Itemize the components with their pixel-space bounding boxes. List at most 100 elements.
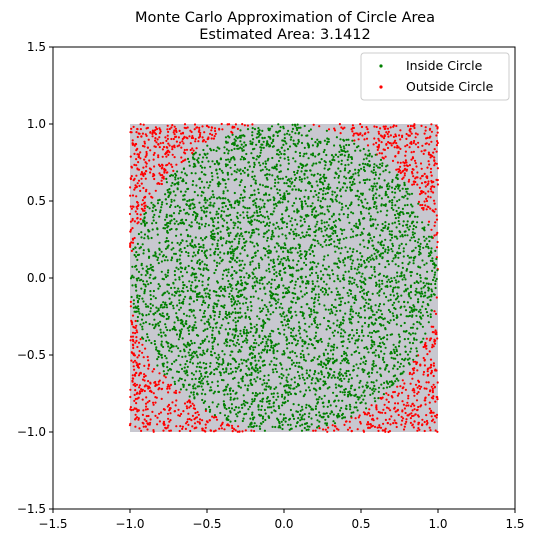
inside-point	[388, 385, 391, 388]
outside-point	[424, 129, 427, 132]
outside-point	[400, 415, 403, 418]
outside-point	[154, 129, 157, 132]
inside-point	[367, 260, 370, 263]
inside-point	[353, 267, 356, 270]
inside-point	[230, 289, 233, 292]
inside-point	[284, 140, 287, 143]
outside-point	[405, 164, 408, 167]
inside-point	[307, 415, 310, 418]
inside-point	[326, 352, 329, 355]
inside-point	[289, 384, 292, 387]
inside-point	[423, 263, 426, 266]
inside-point	[323, 316, 326, 320]
inside-point	[160, 250, 163, 253]
outside-point	[410, 132, 413, 135]
inside-point	[229, 396, 232, 399]
outside-point	[436, 183, 439, 186]
outside-point	[161, 155, 164, 158]
inside-point	[394, 357, 397, 360]
inside-point	[303, 317, 306, 320]
inside-point	[376, 223, 379, 226]
inside-point	[270, 340, 273, 343]
inside-point	[416, 320, 419, 324]
inside-point	[236, 397, 239, 400]
inside-point	[290, 315, 294, 318]
inside-point	[249, 240, 252, 243]
outside-point	[159, 130, 162, 133]
inside-point	[295, 234, 298, 237]
inside-point	[337, 174, 341, 177]
inside-point	[205, 256, 208, 260]
inside-point	[262, 323, 265, 326]
inside-point	[259, 422, 262, 425]
inside-point	[427, 223, 430, 226]
inside-point	[327, 185, 330, 188]
inside-point	[364, 362, 367, 366]
inside-point	[268, 173, 271, 176]
inside-point	[187, 351, 190, 354]
inside-point	[223, 353, 226, 356]
inside-point	[186, 341, 189, 344]
inside-point	[255, 327, 258, 331]
inside-point	[255, 277, 258, 280]
inside-point	[240, 134, 243, 137]
inside-point	[410, 203, 413, 206]
outside-point	[428, 407, 431, 410]
inside-point	[183, 198, 186, 201]
outside-point	[411, 157, 415, 160]
inside-point	[265, 305, 268, 308]
inside-point	[284, 420, 287, 423]
inside-point	[382, 356, 385, 359]
inside-point	[135, 268, 138, 271]
inside-point	[195, 333, 199, 337]
inside-point	[261, 258, 264, 261]
inside-point	[206, 327, 209, 330]
inside-point	[340, 373, 343, 376]
inside-point	[241, 406, 244, 409]
inside-point	[368, 152, 371, 155]
inside-point	[192, 180, 195, 183]
inside-point	[229, 339, 232, 342]
outside-point	[152, 429, 155, 432]
outside-point	[138, 132, 141, 135]
inside-point	[266, 349, 269, 352]
inside-point	[346, 186, 349, 189]
outside-point	[379, 127, 382, 130]
outside-point	[156, 416, 159, 419]
outside-point	[173, 410, 177, 413]
inside-point	[190, 221, 193, 224]
inside-point	[301, 224, 304, 227]
inside-point	[154, 325, 157, 328]
inside-point	[197, 157, 200, 160]
inside-point	[402, 255, 405, 258]
inside-point	[343, 350, 346, 353]
inside-point	[217, 330, 220, 333]
inside-point	[261, 215, 264, 218]
inside-point	[257, 131, 261, 134]
inside-point	[408, 193, 411, 196]
inside-point	[322, 189, 325, 192]
inside-point	[271, 266, 274, 269]
inside-point	[298, 254, 301, 257]
outside-point	[136, 212, 139, 216]
inside-point	[157, 324, 160, 327]
inside-point	[275, 153, 279, 156]
inside-point	[404, 194, 407, 197]
outside-point	[413, 124, 416, 127]
inside-point	[186, 244, 189, 247]
outside-point	[403, 168, 406, 171]
inside-point	[225, 407, 228, 411]
inside-point	[286, 168, 290, 171]
inside-point	[228, 311, 231, 314]
inside-point	[255, 143, 258, 146]
inside-point	[397, 286, 400, 289]
inside-point	[310, 323, 313, 326]
inside-point	[232, 250, 235, 253]
inside-point	[315, 223, 318, 226]
inside-point	[276, 192, 279, 195]
inside-point	[391, 244, 395, 247]
outside-point	[173, 133, 176, 136]
outside-point	[413, 139, 416, 143]
inside-point	[144, 274, 147, 277]
inside-point	[216, 343, 220, 346]
